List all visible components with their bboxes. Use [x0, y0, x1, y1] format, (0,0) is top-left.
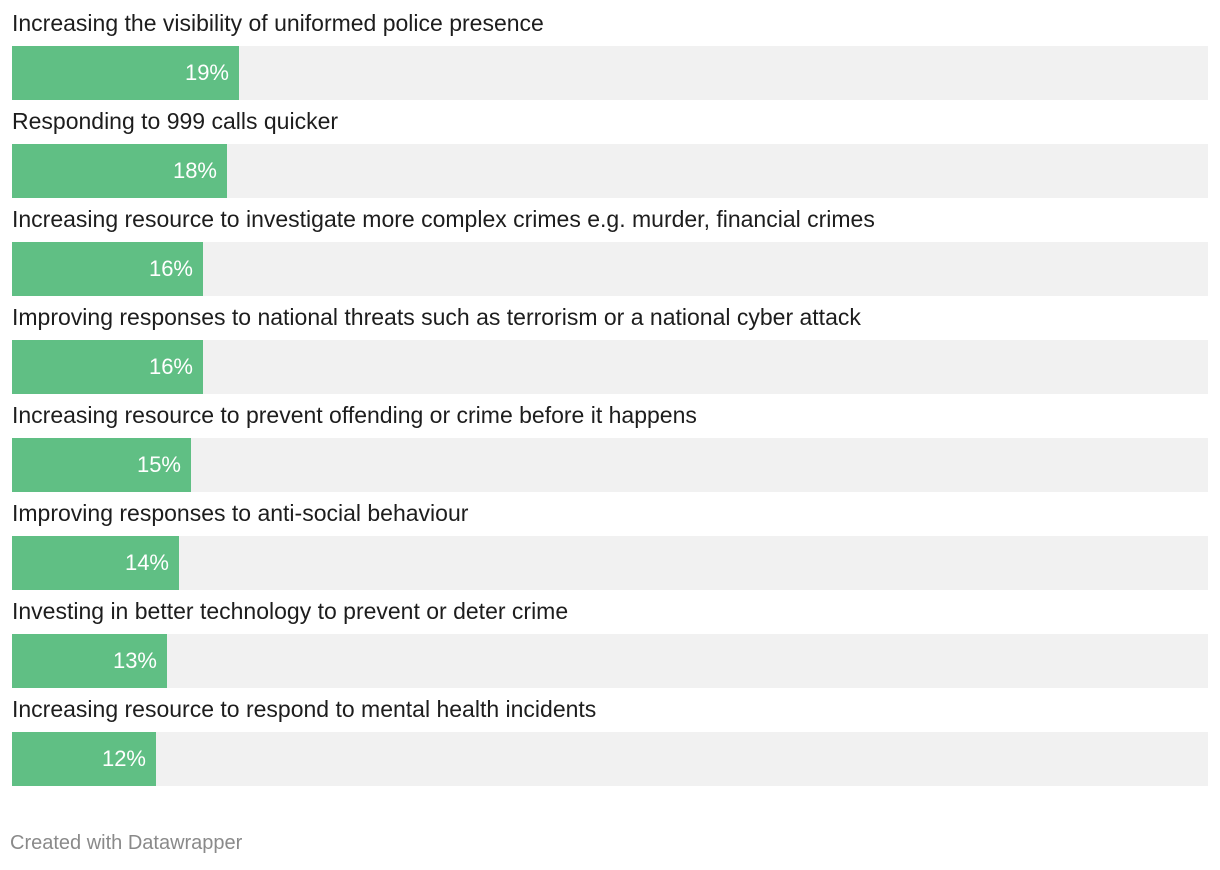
chart-row: Investing in better technology to preven…	[12, 588, 1208, 688]
bar-track: 15%	[12, 438, 1208, 492]
category-label: Increasing the visibility of uniformed p…	[12, 10, 544, 36]
bar-value-label: 18%	[172, 158, 217, 183]
bar-value-label: 12%	[101, 746, 146, 771]
bar: 13%	[12, 634, 167, 688]
category-label: Responding to 999 calls quicker	[12, 108, 339, 134]
bar: 18%	[12, 144, 227, 198]
bar: 15%	[12, 438, 191, 492]
bar: 16%	[12, 340, 203, 394]
bar-value-label: 13%	[112, 648, 157, 673]
chart-row: Increasing resource to respond to mental…	[12, 686, 1208, 786]
chart-row: Increasing resource to prevent offending…	[12, 392, 1208, 492]
category-label: Improving responses to anti-social behav…	[12, 500, 469, 526]
category-label: Increasing resource to investigate more …	[12, 206, 875, 232]
bar-value-label: 19%	[184, 60, 229, 85]
bar-value-label: 14%	[124, 550, 169, 575]
bar: 19%	[12, 46, 239, 100]
bar-track: 12%	[12, 732, 1208, 786]
bar-track: 13%	[12, 634, 1208, 688]
chart-row: Responding to 999 calls quicker 18%	[12, 98, 1208, 198]
category-label: Increasing resource to respond to mental…	[12, 696, 597, 722]
bar-chart: Increasing the visibility of uniformed p…	[12, 0, 1208, 786]
bar-value-label: 16%	[148, 354, 193, 379]
bar-track: 16%	[12, 242, 1208, 296]
chart-row: Improving responses to anti-social behav…	[12, 490, 1208, 590]
bar-value-label: 16%	[148, 256, 193, 281]
category-label: Increasing resource to prevent offending…	[12, 402, 697, 428]
bar-track: 16%	[12, 340, 1208, 394]
chart-row: Increasing the visibility of uniformed p…	[12, 0, 1208, 100]
chart-row: Increasing resource to investigate more …	[12, 196, 1208, 296]
datawrapper-credit: Created with Datawrapper	[10, 832, 243, 854]
bar-track: 18%	[12, 144, 1208, 198]
bar-track: 19%	[12, 46, 1208, 100]
chart-row: Improving responses to national threats …	[12, 294, 1208, 394]
bar-value-label: 15%	[136, 452, 181, 477]
bar: 16%	[12, 242, 203, 296]
bar: 12%	[12, 732, 156, 786]
category-label: Improving responses to national threats …	[12, 304, 861, 330]
bar-track: 14%	[12, 536, 1208, 590]
category-label: Investing in better technology to preven…	[12, 598, 569, 624]
bar: 14%	[12, 536, 179, 590]
